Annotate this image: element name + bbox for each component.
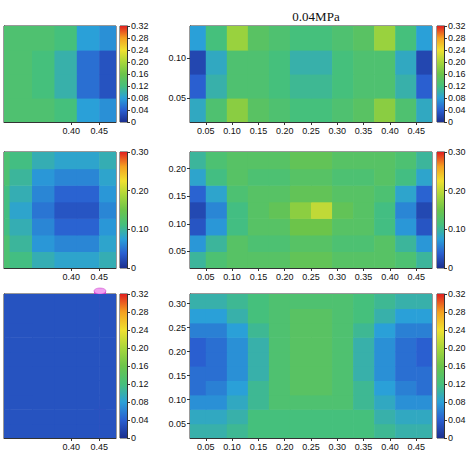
svg-text:0.10: 0.10: [448, 224, 466, 234]
svg-text:0.30: 0.30: [448, 147, 466, 157]
svg-text:0.32: 0.32: [448, 21, 466, 31]
svg-text:0.20: 0.20: [276, 442, 294, 452]
svg-text:0.32: 0.32: [131, 289, 149, 299]
svg-text:0.32: 0.32: [131, 21, 149, 31]
svg-text:0.45: 0.45: [407, 126, 425, 136]
svg-text:0.20: 0.20: [448, 186, 466, 196]
svg-text:0.45: 0.45: [90, 442, 108, 452]
svg-text:0.40: 0.40: [381, 442, 399, 452]
svg-text:0.12: 0.12: [131, 81, 149, 91]
svg-text:0.20: 0.20: [276, 272, 294, 282]
svg-text:0.20: 0.20: [131, 186, 149, 196]
svg-text:0.05: 0.05: [197, 126, 215, 136]
svg-text:0.20: 0.20: [168, 347, 186, 357]
svg-text:0.05: 0.05: [168, 93, 186, 103]
svg-text:0.16: 0.16: [131, 361, 149, 371]
svg-text:0.32: 0.32: [448, 289, 466, 299]
svg-text:0.04: 0.04: [448, 105, 466, 115]
svg-text:0.05: 0.05: [197, 272, 215, 282]
svg-text:0.12: 0.12: [448, 379, 466, 389]
svg-text:0.25: 0.25: [302, 272, 320, 282]
svg-text:0.24: 0.24: [448, 45, 466, 55]
svg-text:0.05: 0.05: [168, 246, 186, 256]
svg-text:0.24: 0.24: [131, 325, 149, 335]
svg-text:0.05: 0.05: [168, 419, 186, 429]
svg-text:0: 0: [131, 433, 136, 443]
svg-text:0.04MPa: 0.04MPa: [292, 9, 340, 24]
svg-text:0: 0: [131, 263, 136, 273]
svg-text:0.16: 0.16: [448, 69, 466, 79]
svg-text:0.24: 0.24: [131, 45, 149, 55]
svg-text:0.24: 0.24: [448, 325, 466, 335]
svg-text:0.10: 0.10: [168, 219, 186, 229]
svg-text:0.20: 0.20: [131, 343, 149, 353]
svg-text:0.35: 0.35: [355, 126, 373, 136]
svg-text:0.10: 0.10: [223, 126, 241, 136]
svg-text:0.08: 0.08: [448, 397, 466, 407]
svg-text:0.45: 0.45: [407, 272, 425, 282]
svg-text:0.45: 0.45: [407, 442, 425, 452]
svg-text:0.15: 0.15: [168, 371, 186, 381]
svg-text:0.04: 0.04: [448, 415, 466, 425]
svg-text:0.35: 0.35: [355, 272, 373, 282]
svg-text:0.15: 0.15: [250, 272, 268, 282]
svg-text:0.25: 0.25: [302, 126, 320, 136]
svg-text:0.40: 0.40: [62, 272, 80, 282]
svg-text:0.12: 0.12: [448, 81, 466, 91]
svg-text:0.10: 0.10: [168, 395, 186, 405]
svg-text:0.30: 0.30: [168, 299, 186, 309]
svg-text:0.28: 0.28: [448, 307, 466, 317]
svg-text:0.40: 0.40: [381, 272, 399, 282]
svg-text:0.20: 0.20: [276, 126, 294, 136]
svg-text:0.40: 0.40: [62, 442, 80, 452]
svg-text:0.08: 0.08: [448, 93, 466, 103]
svg-text:0.28: 0.28: [131, 33, 149, 43]
svg-text:0: 0: [448, 433, 453, 443]
svg-text:0.30: 0.30: [329, 442, 347, 452]
svg-text:0.20: 0.20: [448, 343, 466, 353]
svg-text:0.28: 0.28: [448, 33, 466, 43]
svg-text:0.30: 0.30: [329, 272, 347, 282]
svg-text:0.45: 0.45: [90, 272, 108, 282]
svg-text:0.10: 0.10: [223, 272, 241, 282]
svg-text:0.35: 0.35: [355, 442, 373, 452]
svg-text:0.25: 0.25: [302, 442, 320, 452]
svg-text:0.45: 0.45: [90, 126, 108, 136]
svg-text:0.20: 0.20: [131, 57, 149, 67]
svg-text:0.10: 0.10: [223, 442, 241, 452]
svg-text:0.08: 0.08: [131, 93, 149, 103]
svg-text:0: 0: [131, 117, 136, 127]
svg-text:0.20: 0.20: [168, 164, 186, 174]
svg-text:0.15: 0.15: [250, 442, 268, 452]
svg-text:0.40: 0.40: [381, 126, 399, 136]
svg-text:0.30: 0.30: [131, 147, 149, 157]
svg-text:0.10: 0.10: [168, 53, 186, 63]
svg-text:0.16: 0.16: [448, 361, 466, 371]
svg-text:0.15: 0.15: [168, 191, 186, 201]
svg-text:0.16: 0.16: [131, 69, 149, 79]
svg-text:0.40: 0.40: [62, 126, 80, 136]
svg-text:0.05: 0.05: [197, 442, 215, 452]
svg-text:0.30: 0.30: [329, 126, 347, 136]
svg-text:0.25: 0.25: [168, 323, 186, 333]
svg-text:0.04: 0.04: [131, 105, 149, 115]
svg-text:0.08: 0.08: [131, 397, 149, 407]
svg-text:0.10: 0.10: [131, 224, 149, 234]
svg-text:0.12: 0.12: [131, 379, 149, 389]
svg-text:0.28: 0.28: [131, 307, 149, 317]
svg-text:0: 0: [448, 263, 453, 273]
svg-text:0: 0: [448, 117, 453, 127]
svg-text:0.20: 0.20: [448, 57, 466, 67]
svg-text:0.15: 0.15: [250, 126, 268, 136]
svg-text:0.04: 0.04: [131, 415, 149, 425]
